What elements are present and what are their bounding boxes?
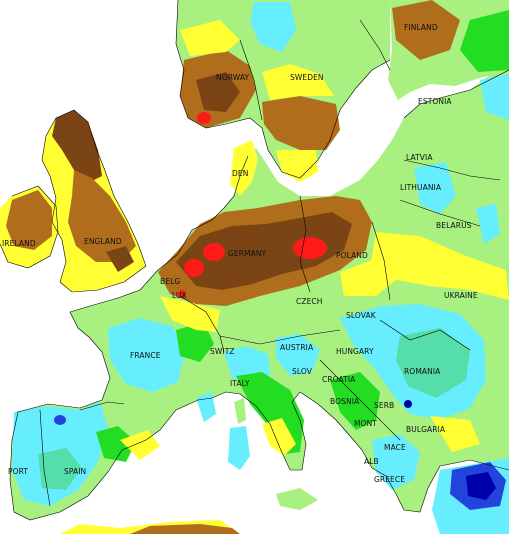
iberia-green-zone bbox=[96, 426, 136, 462]
coastline-continent bbox=[9, 155, 509, 521]
serbia-navy-spot bbox=[404, 400, 412, 408]
sicily-land bbox=[276, 488, 318, 510]
anomaly-layer bbox=[6, 0, 509, 510]
benelux-red-spot bbox=[184, 259, 204, 277]
norway-dark-zone bbox=[196, 72, 240, 112]
iberia-turquoise-zone bbox=[38, 448, 82, 490]
sweden-cyan-zone bbox=[250, 2, 296, 52]
ireland-brown-zone bbox=[6, 190, 52, 250]
norway-yellow-zone bbox=[180, 20, 240, 56]
sweden-yellow-south bbox=[276, 150, 318, 182]
border-sweden-finland bbox=[359, 19, 391, 71]
greece-cyan-zone bbox=[372, 434, 420, 490]
label-mace: MACE bbox=[384, 443, 406, 452]
sardinia-land bbox=[228, 426, 250, 470]
border-balkans bbox=[319, 359, 401, 441]
turkey-navy-core bbox=[466, 472, 496, 500]
label-port: PORT bbox=[8, 467, 28, 476]
label-mont: MONT bbox=[354, 419, 377, 428]
label-czech: CZECH bbox=[296, 297, 323, 306]
label-norway: NORWAY bbox=[216, 73, 249, 82]
norway-red-spot bbox=[197, 112, 211, 124]
italy-yellow-zone bbox=[262, 418, 296, 456]
label-france: FRANCE bbox=[130, 351, 161, 360]
france-green-zone bbox=[176, 322, 214, 362]
label-ukraine: UKRAINE bbox=[444, 291, 478, 300]
corsica-land bbox=[234, 398, 246, 424]
label-bosnia: BOSNIA bbox=[330, 397, 360, 406]
label-bulgaria: BULGARIA bbox=[406, 425, 446, 434]
border-baltic bbox=[403, 159, 501, 181]
sweden-yellow-zone bbox=[262, 64, 334, 100]
coastline-baltic-east bbox=[403, 69, 509, 119]
britain-dark-south bbox=[106, 246, 134, 272]
label-hungary: HUNGARY bbox=[336, 347, 374, 356]
label-estonia: ESTONIA bbox=[418, 97, 452, 106]
baltic-cyan-zone bbox=[414, 162, 456, 214]
label-belg: BELG bbox=[160, 277, 180, 286]
britain-dark-zone bbox=[52, 110, 102, 182]
label-romania: ROMANIA bbox=[404, 367, 441, 376]
label-germany: GERMANY bbox=[228, 249, 267, 258]
border-sweden-norway bbox=[239, 39, 263, 121]
label-slovak: SLOVAK bbox=[346, 311, 377, 320]
border-germany-poland bbox=[299, 195, 311, 293]
label-latvia: LATVIA bbox=[406, 153, 433, 162]
label-spain: SPAIN bbox=[64, 467, 86, 476]
romania-turquoise-core bbox=[396, 328, 470, 398]
border-belarus bbox=[399, 199, 481, 227]
finland-brown-zone bbox=[392, 0, 460, 60]
france-yellow-zone bbox=[160, 296, 220, 332]
coastline-scandinavia bbox=[175, 0, 391, 179]
balkans-green-zone bbox=[330, 372, 380, 430]
label-lithuania: LITHUANIA bbox=[400, 183, 442, 192]
border-alps bbox=[219, 329, 341, 345]
label-belarus: BELARUS bbox=[436, 221, 472, 230]
label-finland: FINLAND bbox=[404, 23, 438, 32]
bulgaria-yellow-zone bbox=[430, 416, 480, 452]
sweden-brown-zone bbox=[262, 96, 340, 150]
africa-brown bbox=[130, 524, 240, 534]
germany-dark-belt bbox=[176, 212, 352, 290]
contour-layer bbox=[0, 0, 509, 521]
label-england: ENGLAND bbox=[84, 237, 122, 246]
label-greece: GREECE bbox=[374, 475, 405, 484]
britain-brown-zone bbox=[68, 170, 136, 262]
iberia-blue-spot bbox=[54, 415, 66, 425]
belarus-cyan-zone bbox=[476, 204, 500, 244]
coastline-ireland bbox=[0, 185, 59, 269]
ukraine-yellow-zone bbox=[370, 232, 509, 300]
label-slov: SLOV bbox=[292, 367, 313, 376]
finland-cyan-zone bbox=[480, 74, 509, 120]
label-croatia: CROATIA bbox=[322, 375, 356, 384]
border-spain-france bbox=[79, 401, 125, 411]
label-alb: ALB bbox=[364, 457, 379, 466]
label-poland: POLAND bbox=[336, 251, 368, 260]
label-italy: ITALY bbox=[230, 379, 250, 388]
label-ireland: IRELAND bbox=[2, 239, 36, 248]
france-cyan-zone bbox=[108, 318, 186, 392]
finland-green-zone bbox=[460, 10, 509, 72]
label-sweden: SWEDEN bbox=[290, 73, 324, 82]
label-austria: AUSTRIA bbox=[280, 343, 314, 352]
label-switz: SWITZ bbox=[210, 347, 235, 356]
border-poland-ukraine bbox=[371, 221, 391, 301]
poland-yellow-zone bbox=[340, 260, 396, 296]
jutland-land bbox=[230, 140, 258, 196]
border-romania bbox=[379, 319, 471, 351]
labels-layer: FINLAND NORWAY SWEDEN ESTONIA LATVIA LIT… bbox=[2, 23, 478, 484]
germany-red-east bbox=[293, 237, 327, 259]
austria-cyan-zone bbox=[276, 334, 320, 376]
border-france-germany bbox=[179, 295, 225, 353]
border-iberia bbox=[39, 409, 51, 507]
label-serb: SERB bbox=[374, 401, 394, 410]
coastline-britain bbox=[41, 109, 147, 293]
label-lux: LUX bbox=[172, 291, 187, 300]
label-den: DEN bbox=[232, 169, 248, 178]
germany-red-west bbox=[203, 243, 225, 261]
